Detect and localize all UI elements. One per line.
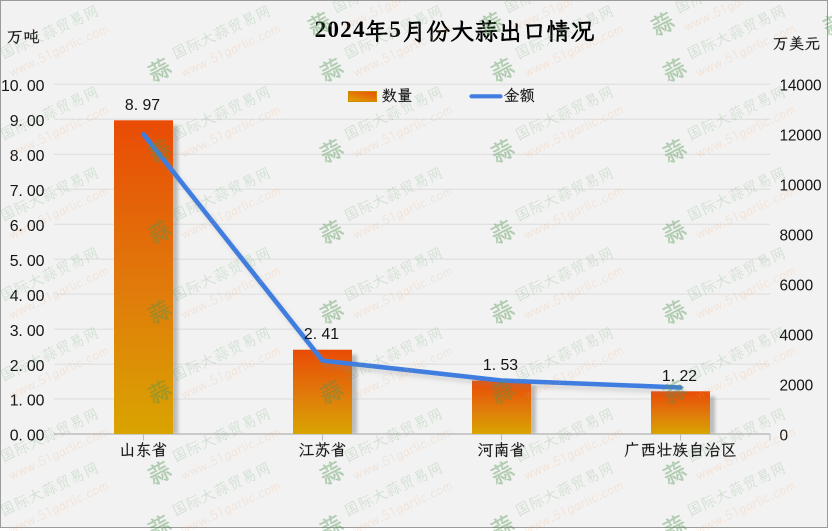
svg-text:14000: 14000 bbox=[780, 77, 822, 94]
svg-text:4. 00: 4. 00 bbox=[10, 288, 45, 305]
svg-text:7. 00: 7. 00 bbox=[10, 183, 45, 200]
svg-text:1. 22: 1. 22 bbox=[662, 368, 697, 385]
svg-text:10. 00: 10. 00 bbox=[1, 78, 45, 95]
svg-text:2000: 2000 bbox=[780, 377, 813, 394]
svg-text:0: 0 bbox=[780, 427, 788, 444]
svg-text:4000: 4000 bbox=[780, 327, 813, 344]
svg-text:10000: 10000 bbox=[780, 177, 822, 194]
svg-text:8000: 8000 bbox=[780, 227, 813, 244]
svg-text:0. 00: 0. 00 bbox=[10, 428, 45, 445]
svg-text:3. 00: 3. 00 bbox=[10, 323, 45, 340]
svg-text:1. 53: 1. 53 bbox=[483, 357, 518, 374]
svg-text:5: 5 bbox=[389, 17, 401, 43]
svg-text:2. 41: 2. 41 bbox=[304, 326, 339, 343]
svg-text:2. 00: 2. 00 bbox=[10, 358, 45, 375]
svg-text:6000: 6000 bbox=[780, 277, 813, 294]
svg-text:5. 00: 5. 00 bbox=[10, 253, 45, 270]
svg-text:8. 97: 8. 97 bbox=[125, 97, 160, 114]
svg-text:12000: 12000 bbox=[780, 127, 822, 144]
svg-text:1. 00: 1. 00 bbox=[10, 393, 45, 410]
svg-text:8. 00: 8. 00 bbox=[10, 148, 45, 165]
